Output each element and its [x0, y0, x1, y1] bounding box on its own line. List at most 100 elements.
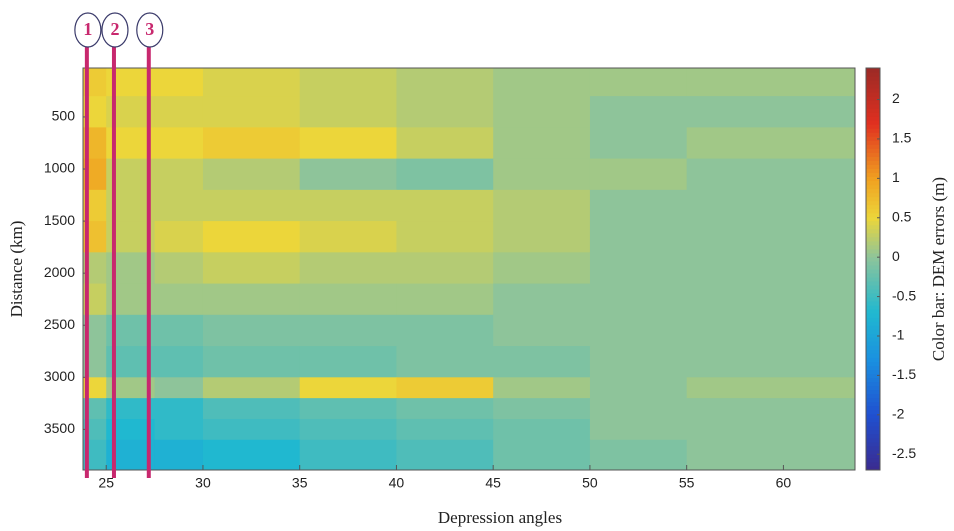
colorbar-step	[866, 390, 880, 395]
colorbar-step	[866, 245, 880, 250]
y-tick-label: 1000	[44, 160, 75, 176]
colorbar-step	[866, 370, 880, 375]
heat-cell	[203, 252, 300, 284]
x-tick-label: 60	[776, 475, 792, 491]
heat-cell	[590, 315, 687, 347]
colorbar-step	[866, 140, 880, 145]
heat-cell	[590, 96, 687, 128]
colorbar-step	[866, 88, 880, 93]
heat-cell	[155, 127, 204, 159]
colorbar-step	[866, 269, 880, 274]
colorbar-step	[866, 100, 880, 105]
colorbar-step	[866, 430, 880, 435]
y-tick-label: 1500	[44, 212, 75, 228]
colorbar-step	[866, 446, 880, 451]
heat-cell	[590, 284, 687, 316]
heat-cell	[687, 190, 856, 222]
colorbar-tick-label: -1	[892, 327, 905, 343]
x-tick-label: 25	[98, 475, 114, 491]
heat-cell	[396, 159, 493, 191]
colorbar-step	[866, 209, 880, 214]
heat-cell	[396, 284, 493, 316]
colorbar-step	[866, 321, 880, 326]
heat-cell	[687, 440, 856, 471]
heat-cell	[396, 440, 493, 471]
heat-cell	[493, 377, 590, 398]
heat-cell	[590, 440, 687, 471]
colorbar-step	[866, 261, 880, 266]
colorbar-step	[866, 148, 880, 153]
heat-cell	[590, 159, 687, 191]
heat-cell	[493, 315, 590, 347]
heat-cell	[493, 190, 590, 222]
colorbar-step	[866, 201, 880, 206]
annotation-label: 1	[83, 19, 92, 39]
heat-cell	[687, 127, 856, 159]
colorbar-step	[866, 169, 880, 174]
colorbar-step	[866, 132, 880, 137]
heat-cell	[203, 127, 300, 159]
colorbar-step	[866, 233, 880, 238]
heat-cell	[493, 96, 590, 128]
colorbar-step	[866, 225, 880, 230]
heat-cell	[203, 68, 300, 97]
colorbar-step	[866, 193, 880, 198]
colorbar-step	[866, 325, 880, 330]
heat-cell	[300, 252, 397, 284]
colorbar-step	[866, 418, 880, 423]
heat-cell	[300, 96, 397, 128]
colorbar-step	[866, 237, 880, 242]
colorbar-step	[866, 317, 880, 322]
colorbar-step	[866, 297, 880, 302]
colorbar-step	[866, 273, 880, 278]
colorbar-tick-label: 1	[892, 169, 900, 185]
heat-cell	[396, 68, 493, 97]
x-tick-label: 55	[679, 475, 695, 491]
colorbar-step	[866, 156, 880, 161]
colorbar-step	[866, 353, 880, 358]
heat-cell	[687, 221, 856, 253]
heat-cell	[300, 284, 397, 316]
heat-cell	[687, 419, 856, 440]
heat-cell	[300, 315, 397, 347]
colorbar-step	[866, 277, 880, 282]
heat-cell	[396, 398, 493, 419]
colorbar-step	[866, 438, 880, 443]
colorbar-step	[866, 394, 880, 399]
heat-cell	[493, 284, 590, 316]
colorbar-step	[866, 104, 880, 109]
heat-cell	[687, 315, 856, 347]
colorbar-tick-label: -0.5	[892, 287, 916, 303]
annotation-label: 3	[145, 19, 154, 39]
heat-cell	[203, 190, 300, 222]
colorbar-step	[866, 72, 880, 77]
colorbar-step	[866, 382, 880, 387]
colorbar-step	[866, 128, 880, 133]
colorbar-step	[866, 426, 880, 431]
heat-cell	[687, 377, 856, 398]
heat-cell	[300, 419, 397, 440]
colorbar-step	[866, 402, 880, 407]
colorbar-step	[866, 205, 880, 210]
heat-cell	[203, 440, 300, 471]
colorbar-tick-label: 0.5	[892, 208, 912, 224]
heat-cell	[396, 96, 493, 128]
heat-cell	[300, 159, 397, 191]
colorbar-step	[866, 144, 880, 149]
heat-cell	[203, 284, 300, 316]
colorbar-step	[866, 80, 880, 85]
colorbar-step	[866, 116, 880, 121]
heat-cell	[590, 346, 687, 378]
colorbar-step	[866, 241, 880, 246]
heat-cell	[396, 252, 493, 284]
heat-cell	[300, 346, 397, 378]
heat-cell	[590, 68, 687, 97]
heat-cell	[203, 419, 300, 440]
y-tick-label: 3500	[44, 420, 75, 436]
colorbar-step	[866, 281, 880, 286]
heat-cell	[300, 127, 397, 159]
heat-cell	[493, 221, 590, 253]
colorbar-step	[866, 309, 880, 314]
colorbar-step	[866, 120, 880, 125]
